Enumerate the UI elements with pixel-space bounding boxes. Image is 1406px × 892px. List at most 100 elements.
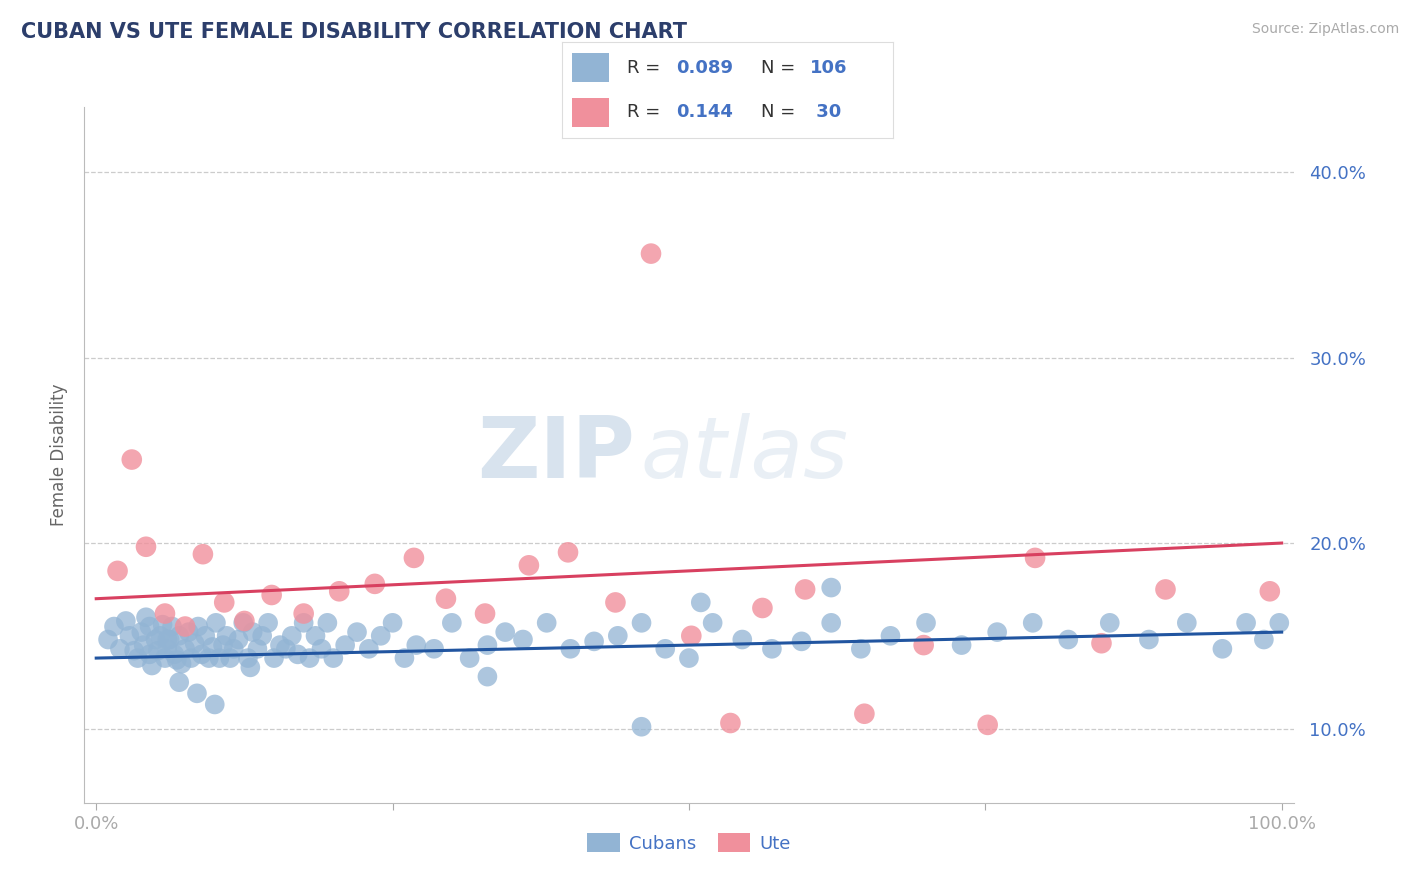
- Point: [228, 632, 250, 647]
- Point: [790, 634, 813, 648]
- Point: [103, 619, 125, 633]
- Point: [820, 581, 842, 595]
- Point: [135, 540, 157, 554]
- Point: [654, 641, 676, 656]
- Point: [751, 601, 773, 615]
- Point: [232, 615, 254, 630]
- Point: [976, 718, 998, 732]
- Point: [153, 651, 176, 665]
- Point: [233, 614, 256, 628]
- Point: [605, 595, 627, 609]
- Point: [194, 629, 217, 643]
- Point: [681, 629, 703, 643]
- Point: [187, 619, 209, 633]
- Point: [135, 610, 157, 624]
- Point: [180, 651, 202, 665]
- Point: [381, 615, 404, 630]
- Point: [630, 615, 652, 630]
- Point: [219, 651, 242, 665]
- Point: [328, 584, 350, 599]
- Point: [163, 648, 186, 662]
- Point: [159, 632, 181, 647]
- Point: [702, 615, 724, 630]
- Point: [246, 641, 269, 656]
- Text: 0.144: 0.144: [676, 103, 734, 121]
- Point: [1253, 632, 1275, 647]
- Point: [583, 634, 606, 648]
- FancyBboxPatch shape: [572, 54, 609, 82]
- Text: 30: 30: [810, 103, 841, 121]
- Point: [474, 607, 496, 621]
- Point: [239, 660, 262, 674]
- Point: [394, 651, 416, 665]
- Point: [138, 648, 160, 662]
- Point: [1090, 636, 1112, 650]
- Text: atlas: atlas: [641, 413, 849, 497]
- Point: [167, 629, 190, 643]
- Point: [269, 638, 291, 652]
- Point: [215, 629, 238, 643]
- Text: Source: ZipAtlas.com: Source: ZipAtlas.com: [1251, 22, 1399, 37]
- Point: [731, 632, 754, 647]
- Point: [304, 629, 326, 643]
- Text: 0.089: 0.089: [676, 59, 734, 77]
- Point: [689, 595, 711, 609]
- Point: [212, 638, 235, 652]
- Point: [287, 648, 309, 662]
- Point: [678, 651, 700, 665]
- Point: [174, 641, 197, 656]
- Point: [191, 547, 214, 561]
- Text: 106: 106: [810, 59, 848, 77]
- Point: [316, 615, 339, 630]
- Point: [640, 246, 662, 260]
- Point: [370, 629, 392, 643]
- Point: [405, 638, 427, 652]
- Point: [257, 615, 280, 630]
- Point: [1234, 615, 1257, 630]
- Point: [477, 670, 499, 684]
- Point: [183, 636, 205, 650]
- Point: [879, 629, 901, 643]
- Point: [167, 675, 190, 690]
- Point: [201, 640, 224, 654]
- Point: [512, 632, 534, 647]
- Point: [536, 615, 558, 630]
- Point: [127, 651, 149, 665]
- Point: [364, 577, 387, 591]
- Point: [423, 641, 446, 656]
- Point: [357, 641, 380, 656]
- Point: [333, 638, 356, 652]
- Point: [1024, 550, 1046, 565]
- Legend: Cubans, Ute: Cubans, Ute: [581, 826, 797, 860]
- Y-axis label: Female Disability: Female Disability: [49, 384, 67, 526]
- Point: [156, 641, 179, 656]
- Point: [720, 716, 742, 731]
- Point: [477, 638, 499, 652]
- Point: [912, 638, 935, 652]
- Point: [1057, 632, 1080, 647]
- Point: [494, 625, 516, 640]
- Point: [630, 720, 652, 734]
- Point: [761, 641, 783, 656]
- Point: [153, 607, 176, 621]
- Point: [1268, 615, 1291, 630]
- Point: [820, 615, 842, 630]
- FancyBboxPatch shape: [572, 98, 609, 127]
- Point: [517, 558, 540, 573]
- Point: [1175, 615, 1198, 630]
- Point: [1098, 615, 1121, 630]
- Text: CUBAN VS UTE FEMALE DISABILITY CORRELATION CHART: CUBAN VS UTE FEMALE DISABILITY CORRELATI…: [21, 22, 688, 42]
- Point: [208, 651, 231, 665]
- Point: [146, 643, 169, 657]
- Point: [177, 625, 200, 640]
- Text: ZIP: ZIP: [477, 413, 634, 497]
- Point: [122, 643, 145, 657]
- Point: [149, 629, 172, 643]
- Point: [118, 629, 141, 643]
- Point: [402, 550, 425, 565]
- Point: [198, 651, 221, 665]
- Point: [121, 452, 143, 467]
- Point: [440, 615, 463, 630]
- Point: [107, 564, 129, 578]
- Point: [986, 625, 1008, 640]
